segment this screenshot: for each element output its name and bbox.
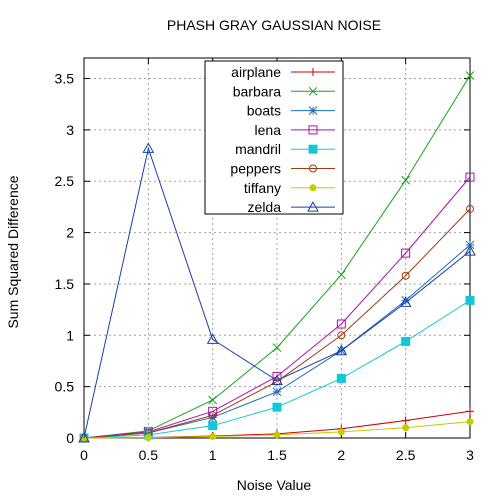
y-tick-label: 1.5 [55,276,75,292]
data-point-airplane [401,416,410,425]
data-point-tiffany [144,434,152,442]
y-tick-label: 1 [66,327,74,343]
x-tick-label: 3 [466,447,474,463]
data-point-tiffany [466,418,474,426]
data-point-barbara [336,270,346,280]
legend-marker-boats [308,106,318,115]
y-axis-label: Sum Squared Difference [5,175,21,328]
y-tick-label: 3.5 [55,71,75,87]
data-point-mandril [401,336,411,346]
series-line-peppers [83,208,471,439]
y-tick-label: 0 [66,430,74,446]
axes-layer: 0 0.5 1 1.5 2 2.5 3 0 0.5 1 1.5 2 2.5 3 3.5 [55,57,474,463]
data-point-tiffany [209,432,217,440]
data-point-mandril [208,421,218,431]
legend-label-peppers: peppers [230,161,281,177]
x-tick-label: 0 [80,447,88,463]
data-point-barbara [401,175,411,185]
data-point-mandril [465,295,475,305]
data-point-zelda [142,142,155,153]
y-tick-label: 2 [66,225,74,241]
chart-title: PHASH GRAY GAUSSIAN NOISE [167,17,381,33]
y-tick-label: 0.5 [55,379,75,395]
x-tick-label: 1.5 [267,447,287,463]
legend-label-airplane: airplane [231,64,281,80]
legend-label-boats: boats [247,103,281,119]
legend-marker-barbara [308,86,318,96]
data-point-peppers [208,411,217,420]
legend-marker-lena [308,125,318,135]
data-point-barbara [272,343,282,352]
x-tick-label: 2.5 [396,447,416,463]
data-point-airplane [466,407,474,416]
data-point-mandril [272,402,282,412]
data-point-zelda [206,333,219,344]
legend-box [204,60,344,215]
data-point-zelda [271,374,283,385]
y-tick-label: 3 [66,122,74,138]
data-point-lena [465,172,475,182]
legend-marker-tiffany [309,184,317,192]
data-point-mandril [336,373,346,383]
data-point-zelda [464,245,476,256]
data-point-tiffany [402,424,410,432]
x-tick-label: 0.5 [139,447,159,463]
data-point-boats [272,387,282,397]
series-line-zelda [83,146,471,439]
legend-marker-zelda [307,201,319,212]
data-point-tiffany [273,431,281,439]
data-point-boats [465,240,475,250]
x-axis-label: Noise Value [237,477,312,493]
legend-marker-airplane [309,68,317,76]
data-point-peppers [466,204,474,213]
data-point-barbara [465,71,475,80]
legend: airplane barbara boats lena mandril peppers ti… [204,60,344,215]
data-point-lena [401,248,411,258]
x-tick-label: 2 [337,447,345,463]
data-point-lena [336,319,346,329]
data-point-zelda [335,344,348,356]
data-point-zelda [78,431,90,443]
series-layer [78,71,476,443]
legend-label-zelda: zelda [248,199,282,215]
data-point-zelda [399,296,412,307]
legend-label-mandril: mandril [235,141,281,157]
x-tick-label: 1 [209,447,217,463]
legend-label-lena: lena [255,122,282,138]
data-point-peppers [401,271,410,280]
data-point-barbara [208,395,218,405]
y-tick-label: 2.5 [55,173,75,189]
legend-label-barbara: barbara [233,83,281,99]
legend-marker-peppers [309,164,317,173]
data-point-peppers [337,331,346,340]
legend-marker-mandril [308,144,318,154]
data-point-tiffany [337,428,345,436]
legend-label-tiffany: tiffany [244,180,281,196]
